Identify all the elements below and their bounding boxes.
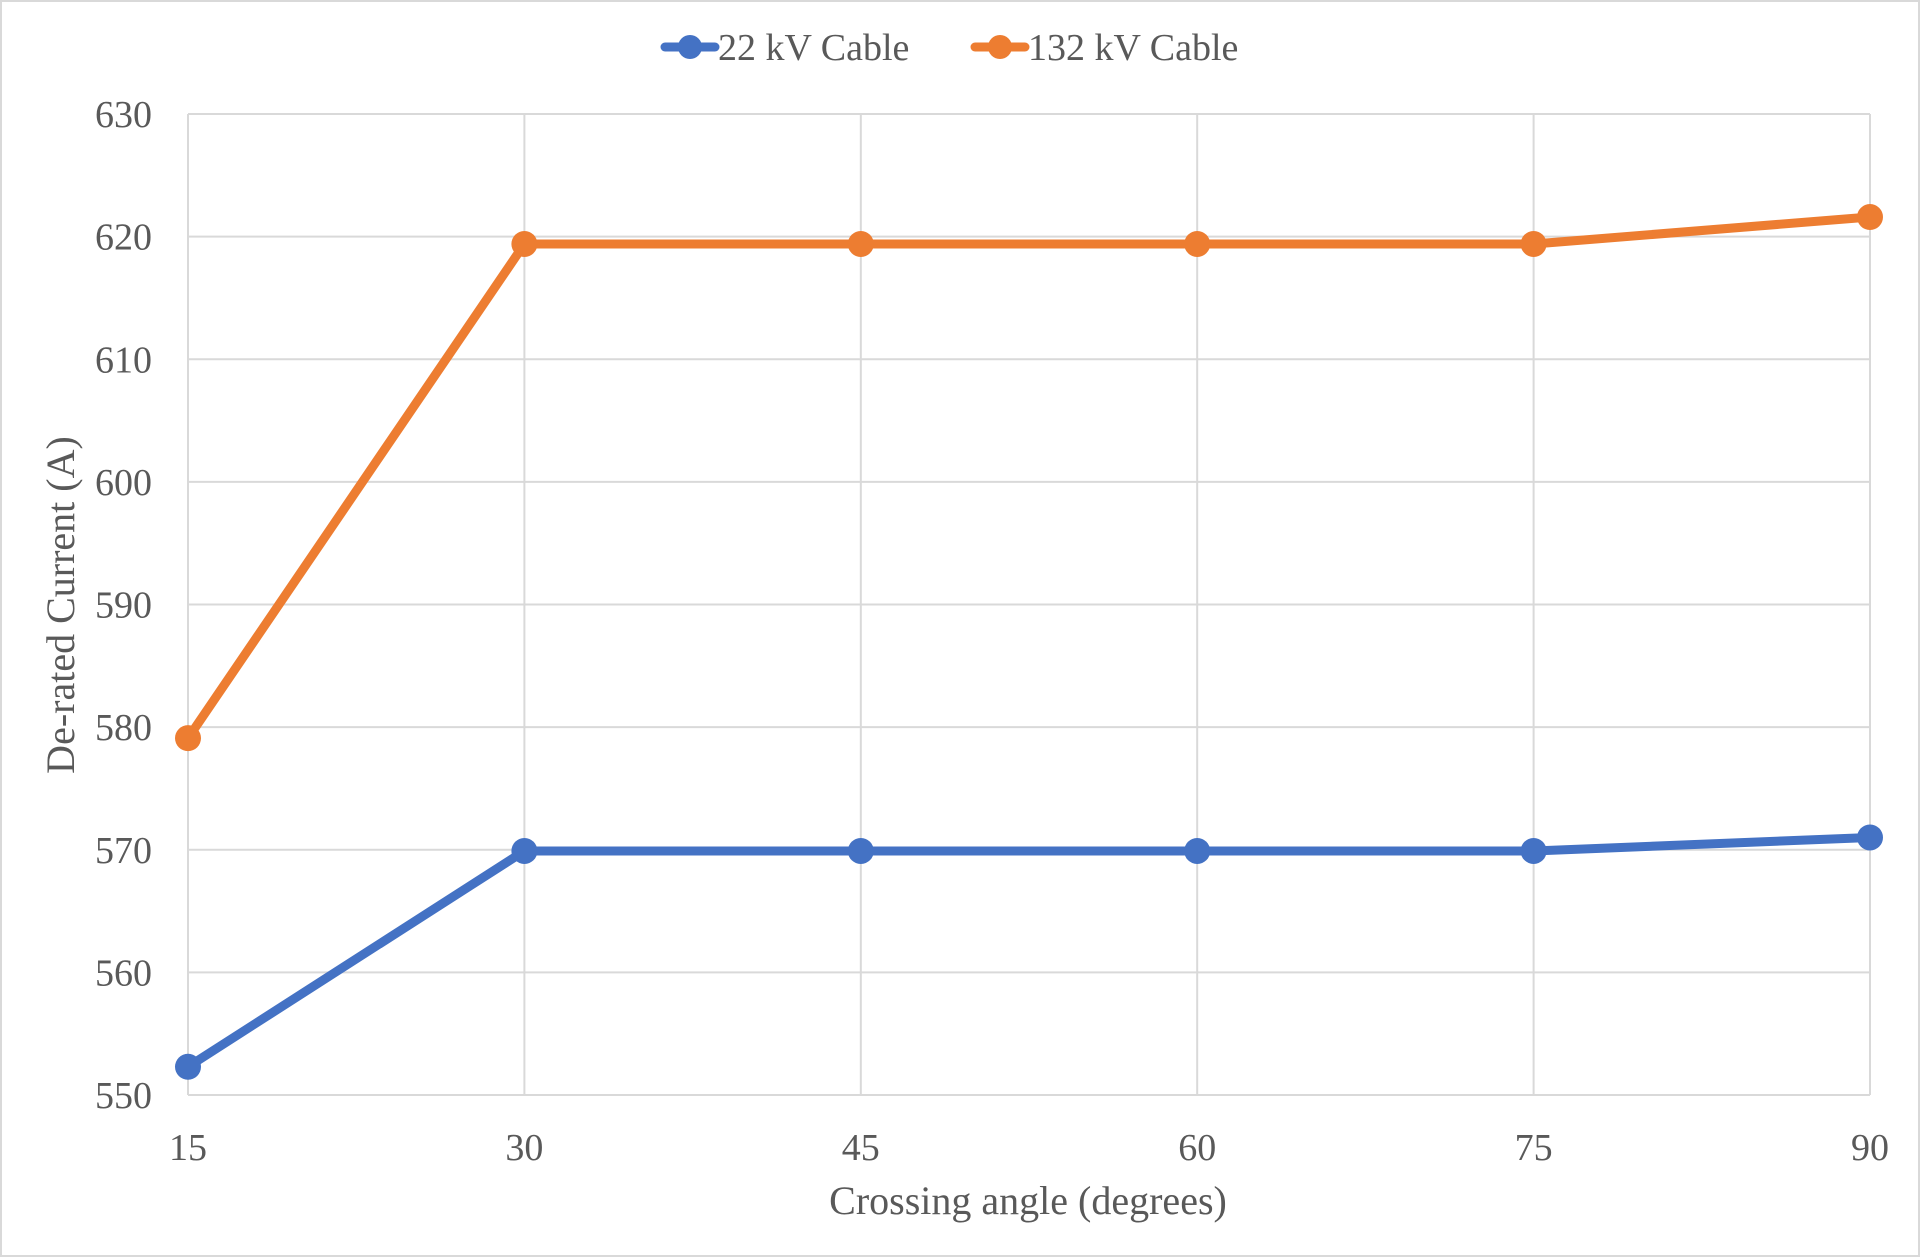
y-tick-label: 570 [95,830,152,872]
data-point-marker[interactable] [511,837,538,864]
y-tick-label: 610 [95,339,152,381]
y-tick-label: 580 [95,707,152,749]
x-tick-label: 15 [169,1127,207,1169]
legend-label: 132 kV Cable [1028,27,1238,69]
data-series [175,204,1883,1080]
series-line [183,212,1875,743]
y-axis-ticks: 550 560 570 580 590 600 610 620 630 [95,94,152,1117]
legend-item-22kv[interactable]: 22 kV Cable [660,27,909,69]
legend: 22 kV Cable 132 kV Cable [660,27,1238,69]
x-tick-label: 45 [842,1127,880,1169]
legend-label: 22 kV Cable [718,27,909,69]
x-tick-label: 30 [505,1127,543,1169]
x-axis-ticks: 15 30 45 60 75 90 [169,1127,1889,1169]
legend-marker-icon [988,35,1012,59]
legend-marker-icon [678,35,702,59]
y-tick-label: 600 [95,462,152,504]
series-line [183,832,1875,1072]
data-point-marker[interactable] [1857,824,1883,851]
data-point-marker[interactable] [175,725,201,752]
y-tick-label: 550 [95,1075,152,1117]
y-tick-label: 560 [95,952,152,994]
x-axis-title: Crossing angle (degrees) [829,1178,1227,1223]
data-point-marker[interactable] [847,837,874,864]
data-point-marker[interactable] [1857,204,1883,231]
x-tick-label: 90 [1851,1127,1889,1169]
series-22kv [175,824,1883,1080]
y-axis-title: De-rated Current (A) [38,436,83,774]
data-point-marker[interactable] [1184,837,1211,864]
data-point-marker[interactable] [847,230,874,257]
data-point-marker[interactable] [511,230,538,257]
data-point-marker[interactable] [1184,230,1211,257]
y-tick-label: 590 [95,585,152,627]
legend-item-132kv[interactable]: 132 kV Cable [970,27,1238,69]
series-132kv [175,204,1883,752]
data-point-marker[interactable] [1520,230,1547,257]
data-point-marker[interactable] [175,1053,201,1080]
y-tick-label: 620 [95,217,152,259]
gridlines [187,113,1871,1096]
data-point-marker[interactable] [1520,837,1547,864]
x-tick-label: 75 [1515,1127,1553,1169]
y-tick-label: 630 [95,94,152,136]
x-tick-label: 60 [1178,1127,1216,1169]
